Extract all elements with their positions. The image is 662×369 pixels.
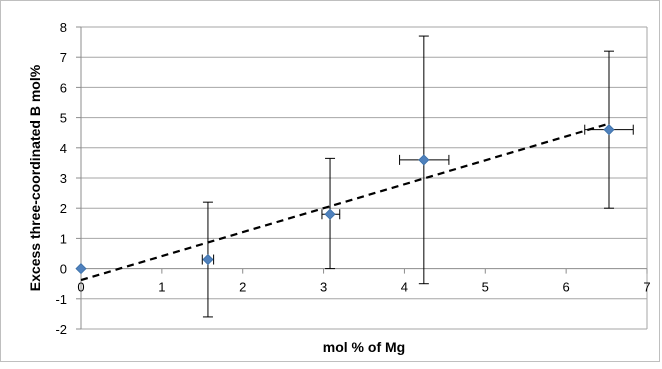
x-tick-label: 2 <box>239 280 246 295</box>
y-tick-label: 0 <box>60 262 67 277</box>
y-tick-label: -1 <box>55 292 67 307</box>
x-tick-label: 4 <box>401 280 408 295</box>
chart-svg: -2 -1 0 1 2 3 4 5 6 7 8 0 1 2 3 4 5 6 7 mol % of Mg Excess t… <box>27 20 651 355</box>
data-point <box>418 154 430 166</box>
data-point <box>603 124 615 136</box>
x-tick-label: 3 <box>320 280 327 295</box>
trendline <box>80 122 610 282</box>
x-tick-label: 7 <box>643 280 650 295</box>
data-point <box>202 253 214 266</box>
x-tick-label: 0 <box>77 280 84 295</box>
y-tick-label: 5 <box>60 111 67 126</box>
y-tick-label: 8 <box>60 20 67 35</box>
y-tick-label: 3 <box>60 171 67 186</box>
y-tick-label: -2 <box>55 322 67 337</box>
x-axis-title: mol % of Mg <box>323 339 405 355</box>
y-axis-title: Excess three-coordinated B mol% <box>27 64 43 291</box>
x-tick-label: 6 <box>563 280 570 295</box>
y-tick-label: 7 <box>60 50 67 65</box>
x-tick-label: 1 <box>158 280 165 295</box>
y-tick-label: 1 <box>60 231 67 246</box>
chart-frame: -2 -1 0 1 2 3 4 5 6 7 8 0 1 2 3 4 5 6 7 mol % of Mg Excess t… <box>0 0 660 362</box>
y-tick-label: 4 <box>60 141 67 156</box>
x-tick-label: 5 <box>482 280 489 295</box>
y-tick-label: 6 <box>60 80 67 95</box>
data-point <box>75 263 87 275</box>
y-tick-label: 2 <box>60 201 67 216</box>
data-point <box>324 208 336 220</box>
